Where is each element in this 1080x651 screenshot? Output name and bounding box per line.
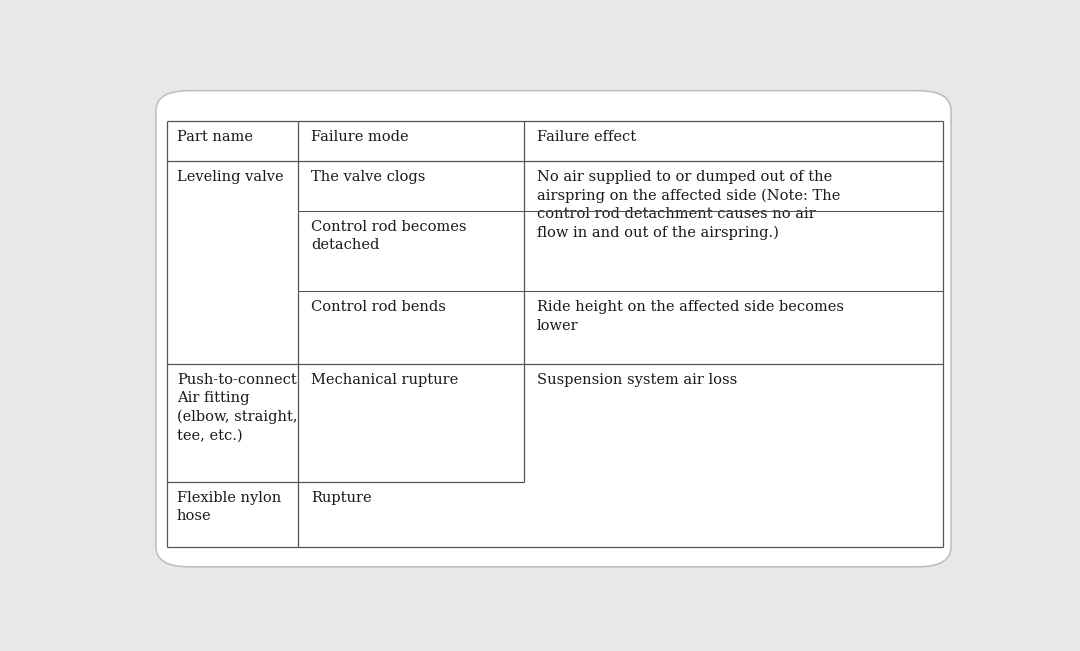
Text: Control rod bends: Control rod bends: [311, 300, 446, 314]
Text: No air supplied to or dumped out of the
airspring on the affected side (Note: Th: No air supplied to or dumped out of the …: [537, 170, 840, 240]
Text: Ride height on the affected side becomes
lower: Ride height on the affected side becomes…: [537, 300, 843, 333]
Text: Push-to-connect
Air fitting
(elbow, straight,
tee, etc.): Push-to-connect Air fitting (elbow, stra…: [177, 373, 297, 443]
Text: Failure mode: Failure mode: [311, 130, 408, 144]
Text: Control rod becomes
detached: Control rod becomes detached: [311, 220, 467, 253]
Text: Leveling valve: Leveling valve: [177, 170, 283, 184]
Text: Suspension system air loss: Suspension system air loss: [537, 373, 737, 387]
Text: Rupture: Rupture: [311, 491, 372, 505]
Text: Flexible nylon
hose: Flexible nylon hose: [177, 491, 281, 523]
Text: Part name: Part name: [177, 130, 253, 144]
Text: Failure effect: Failure effect: [537, 130, 636, 144]
FancyBboxPatch shape: [156, 90, 951, 567]
Text: Mechanical rupture: Mechanical rupture: [311, 373, 458, 387]
Text: The valve clogs: The valve clogs: [311, 170, 426, 184]
